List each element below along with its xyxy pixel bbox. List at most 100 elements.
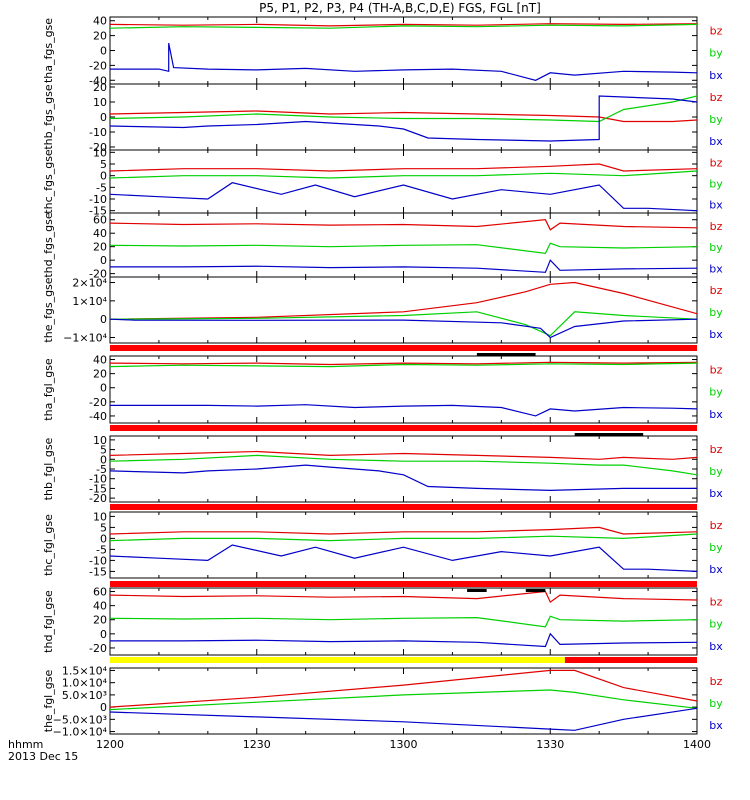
y-tick-label: −1.0×10⁴ <box>53 726 108 739</box>
legend-label-bz: bz <box>710 284 723 297</box>
mode-bar-black <box>574 433 644 436</box>
y-tick-label: -10 <box>89 554 107 567</box>
legend-label-bz: bz <box>710 363 723 376</box>
y-tick-label: -5 <box>96 543 107 556</box>
mode-bar-segment <box>110 581 697 587</box>
x-axis-label: hhmm <box>8 738 43 751</box>
y-tick-label: 40 <box>93 227 107 240</box>
y-tick-label: -20 <box>89 268 107 281</box>
y-tick-label: 0 <box>100 254 107 267</box>
mode-bar-segment <box>110 345 697 351</box>
y-axis-label: thb_fgl_gse <box>42 437 55 500</box>
y-tick-label: 0 <box>100 382 107 395</box>
series-line-by <box>110 454 697 476</box>
legend-label-by: by <box>709 113 723 126</box>
y-tick-label: 60 <box>93 214 107 227</box>
legend-label-by: by <box>709 178 723 191</box>
y-tick-label: 20 <box>93 81 107 94</box>
y-tick-label: -20 <box>89 642 107 655</box>
series-line-by <box>110 689 697 711</box>
y-tick-label: -40 <box>89 74 107 87</box>
y-tick-label: 60 <box>93 586 107 599</box>
series-line-bz <box>110 361 697 366</box>
legend-label-by: by <box>709 541 723 554</box>
y-tick-label: -15 <box>89 565 107 578</box>
y-tick-label: -5 <box>96 463 107 476</box>
legend-label-by: by <box>709 241 723 254</box>
y-tick-label: 0 <box>100 45 107 58</box>
series-line-bx <box>110 182 697 212</box>
series-line-bx <box>110 95 697 142</box>
y-axis-label: tha_fgs_gse <box>42 18 55 83</box>
y-tick-label: 1.5×10⁴ <box>62 664 108 677</box>
y-tick-label: −5.0×10³ <box>53 713 107 726</box>
y-tick-label: -5 <box>96 181 107 194</box>
y-tick-label: -10 <box>89 193 107 206</box>
series-line-by <box>110 242 697 255</box>
series-line-by <box>110 362 697 368</box>
y-tick-label: 5 <box>100 444 107 457</box>
y-axis-label: tha_fgl_gse <box>42 358 55 421</box>
series-line-bz <box>110 281 697 320</box>
mode-bar-black <box>525 589 546 592</box>
legend-label-bz: bz <box>710 91 723 104</box>
series-line-by <box>110 95 697 123</box>
y-tick-label: 5 <box>100 521 107 534</box>
y-tick-label: 20 <box>93 241 107 254</box>
x-tick-label: 1300 <box>390 738 418 751</box>
y-tick-label: -10 <box>89 473 107 486</box>
y-tick-label: 5 <box>100 158 107 171</box>
mode-bars <box>110 345 697 663</box>
y-tick-label: -20 <box>89 396 107 409</box>
legend-label-bx: bx <box>709 640 723 653</box>
x-axis: 1200 1230 1300 1330 1400 <box>96 738 711 751</box>
x-tick-label: 1230 <box>243 738 271 751</box>
y-tick-label: -40 <box>89 410 107 423</box>
y-tick-label: 20 <box>93 30 107 43</box>
series-line-bx <box>110 318 697 339</box>
y-tick-label: -20 <box>89 59 107 72</box>
series-line-bx <box>110 404 697 417</box>
panel-tha_fgs_gse: 40 20 0-20 -40 tha_fgs_gse bz by bx <box>42 15 723 88</box>
y-tick-label: 5.0×10³ <box>62 689 107 702</box>
legend-label-bx: bx <box>709 563 723 576</box>
mode-bar <box>110 657 697 663</box>
y-axis-label: thd_fgl_gse <box>42 590 55 653</box>
y-tick-label: −1×10⁴ <box>63 332 107 345</box>
y-tick-label: -10 <box>89 126 107 139</box>
y-tick-label: 40 <box>93 15 107 28</box>
mode-bar <box>110 504 697 510</box>
y-tick-label: 40 <box>93 354 107 367</box>
series-line-bx <box>110 464 697 492</box>
mode-bar-segment <box>110 504 697 510</box>
y-tick-label: 0 <box>100 111 107 124</box>
legend-label-by: by <box>709 386 723 399</box>
plot-title: P5, P1, P2, P3, P4 (TH-A,B,C,D,E) FGS, F… <box>259 1 541 15</box>
y-tick-label: 10 <box>93 434 107 447</box>
y-tick-label: 10 <box>93 510 107 523</box>
series-line-bz <box>110 526 697 535</box>
y-axis-label: thc_fgl_gse <box>42 514 55 576</box>
legend-label-bz: bz <box>710 675 723 688</box>
y-tick-label: 10 <box>93 96 107 109</box>
y-tick-label: 2×10⁴ <box>72 277 107 290</box>
series-line-by <box>110 533 697 542</box>
legend-label-by: by <box>709 306 723 319</box>
mode-bar-segment <box>110 425 697 431</box>
legend-label-bx: bx <box>709 199 723 212</box>
series-line-by <box>110 311 697 337</box>
mode-bar-black <box>467 589 487 592</box>
y-tick-label: -15 <box>89 205 107 218</box>
y-axis-label: the_fgl_gse <box>42 670 55 733</box>
legend-label-bz: bz <box>710 24 723 37</box>
mode-bar-segment <box>110 657 565 663</box>
mode-bar <box>110 425 697 436</box>
legend-label-by: by <box>709 47 723 60</box>
